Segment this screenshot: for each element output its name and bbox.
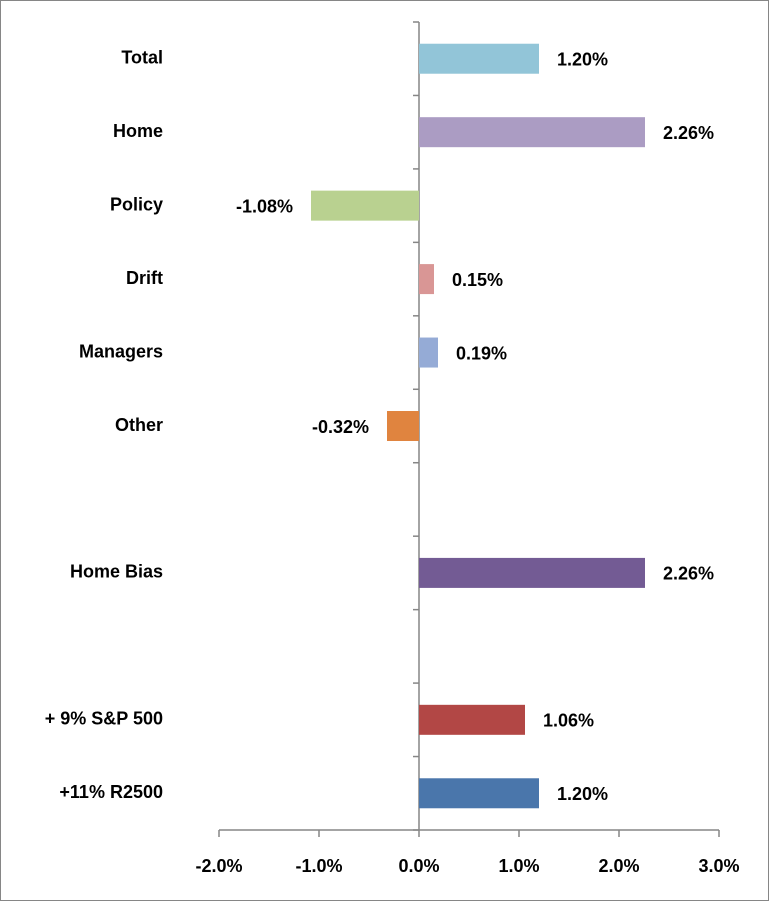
y-tick-label: Policy — [110, 194, 163, 214]
data-label: 0.19% — [456, 343, 507, 363]
x-tick-label: -1.0% — [295, 856, 342, 876]
y-tick-label: Managers — [79, 341, 163, 361]
data-label: -0.32% — [312, 417, 369, 437]
bar — [419, 264, 434, 295]
data-label: 1.20% — [557, 784, 608, 804]
y-tick-label: Drift — [126, 268, 163, 288]
data-label: 2.26% — [663, 123, 714, 143]
data-label: 1.20% — [557, 49, 608, 69]
y-tick-label: +11% R2500 — [59, 782, 163, 802]
data-label: -1.08% — [236, 196, 293, 216]
y-tick-label: Home Bias — [70, 562, 163, 582]
bar — [387, 411, 419, 441]
bar — [419, 557, 645, 588]
bar — [419, 337, 438, 368]
x-tick-label: 1.0% — [498, 856, 539, 876]
data-label: 1.06% — [543, 711, 594, 731]
data-label: 2.26% — [663, 564, 714, 584]
bar — [419, 704, 525, 735]
x-tick-label: -2.0% — [195, 856, 242, 876]
bar — [419, 43, 539, 74]
x-tick-label: 0.0% — [398, 856, 439, 876]
y-tick-label: Total — [121, 47, 163, 67]
bar — [311, 190, 419, 221]
y-tick-label: + 9% S&P 500 — [45, 709, 163, 729]
bar — [419, 117, 645, 148]
data-label: 0.15% — [452, 270, 503, 290]
x-tick-label: 3.0% — [698, 856, 739, 876]
bar — [419, 778, 539, 809]
x-tick-label: 2.0% — [598, 856, 639, 876]
y-tick-label: Other — [115, 415, 163, 435]
y-tick-label: Home — [113, 121, 163, 141]
